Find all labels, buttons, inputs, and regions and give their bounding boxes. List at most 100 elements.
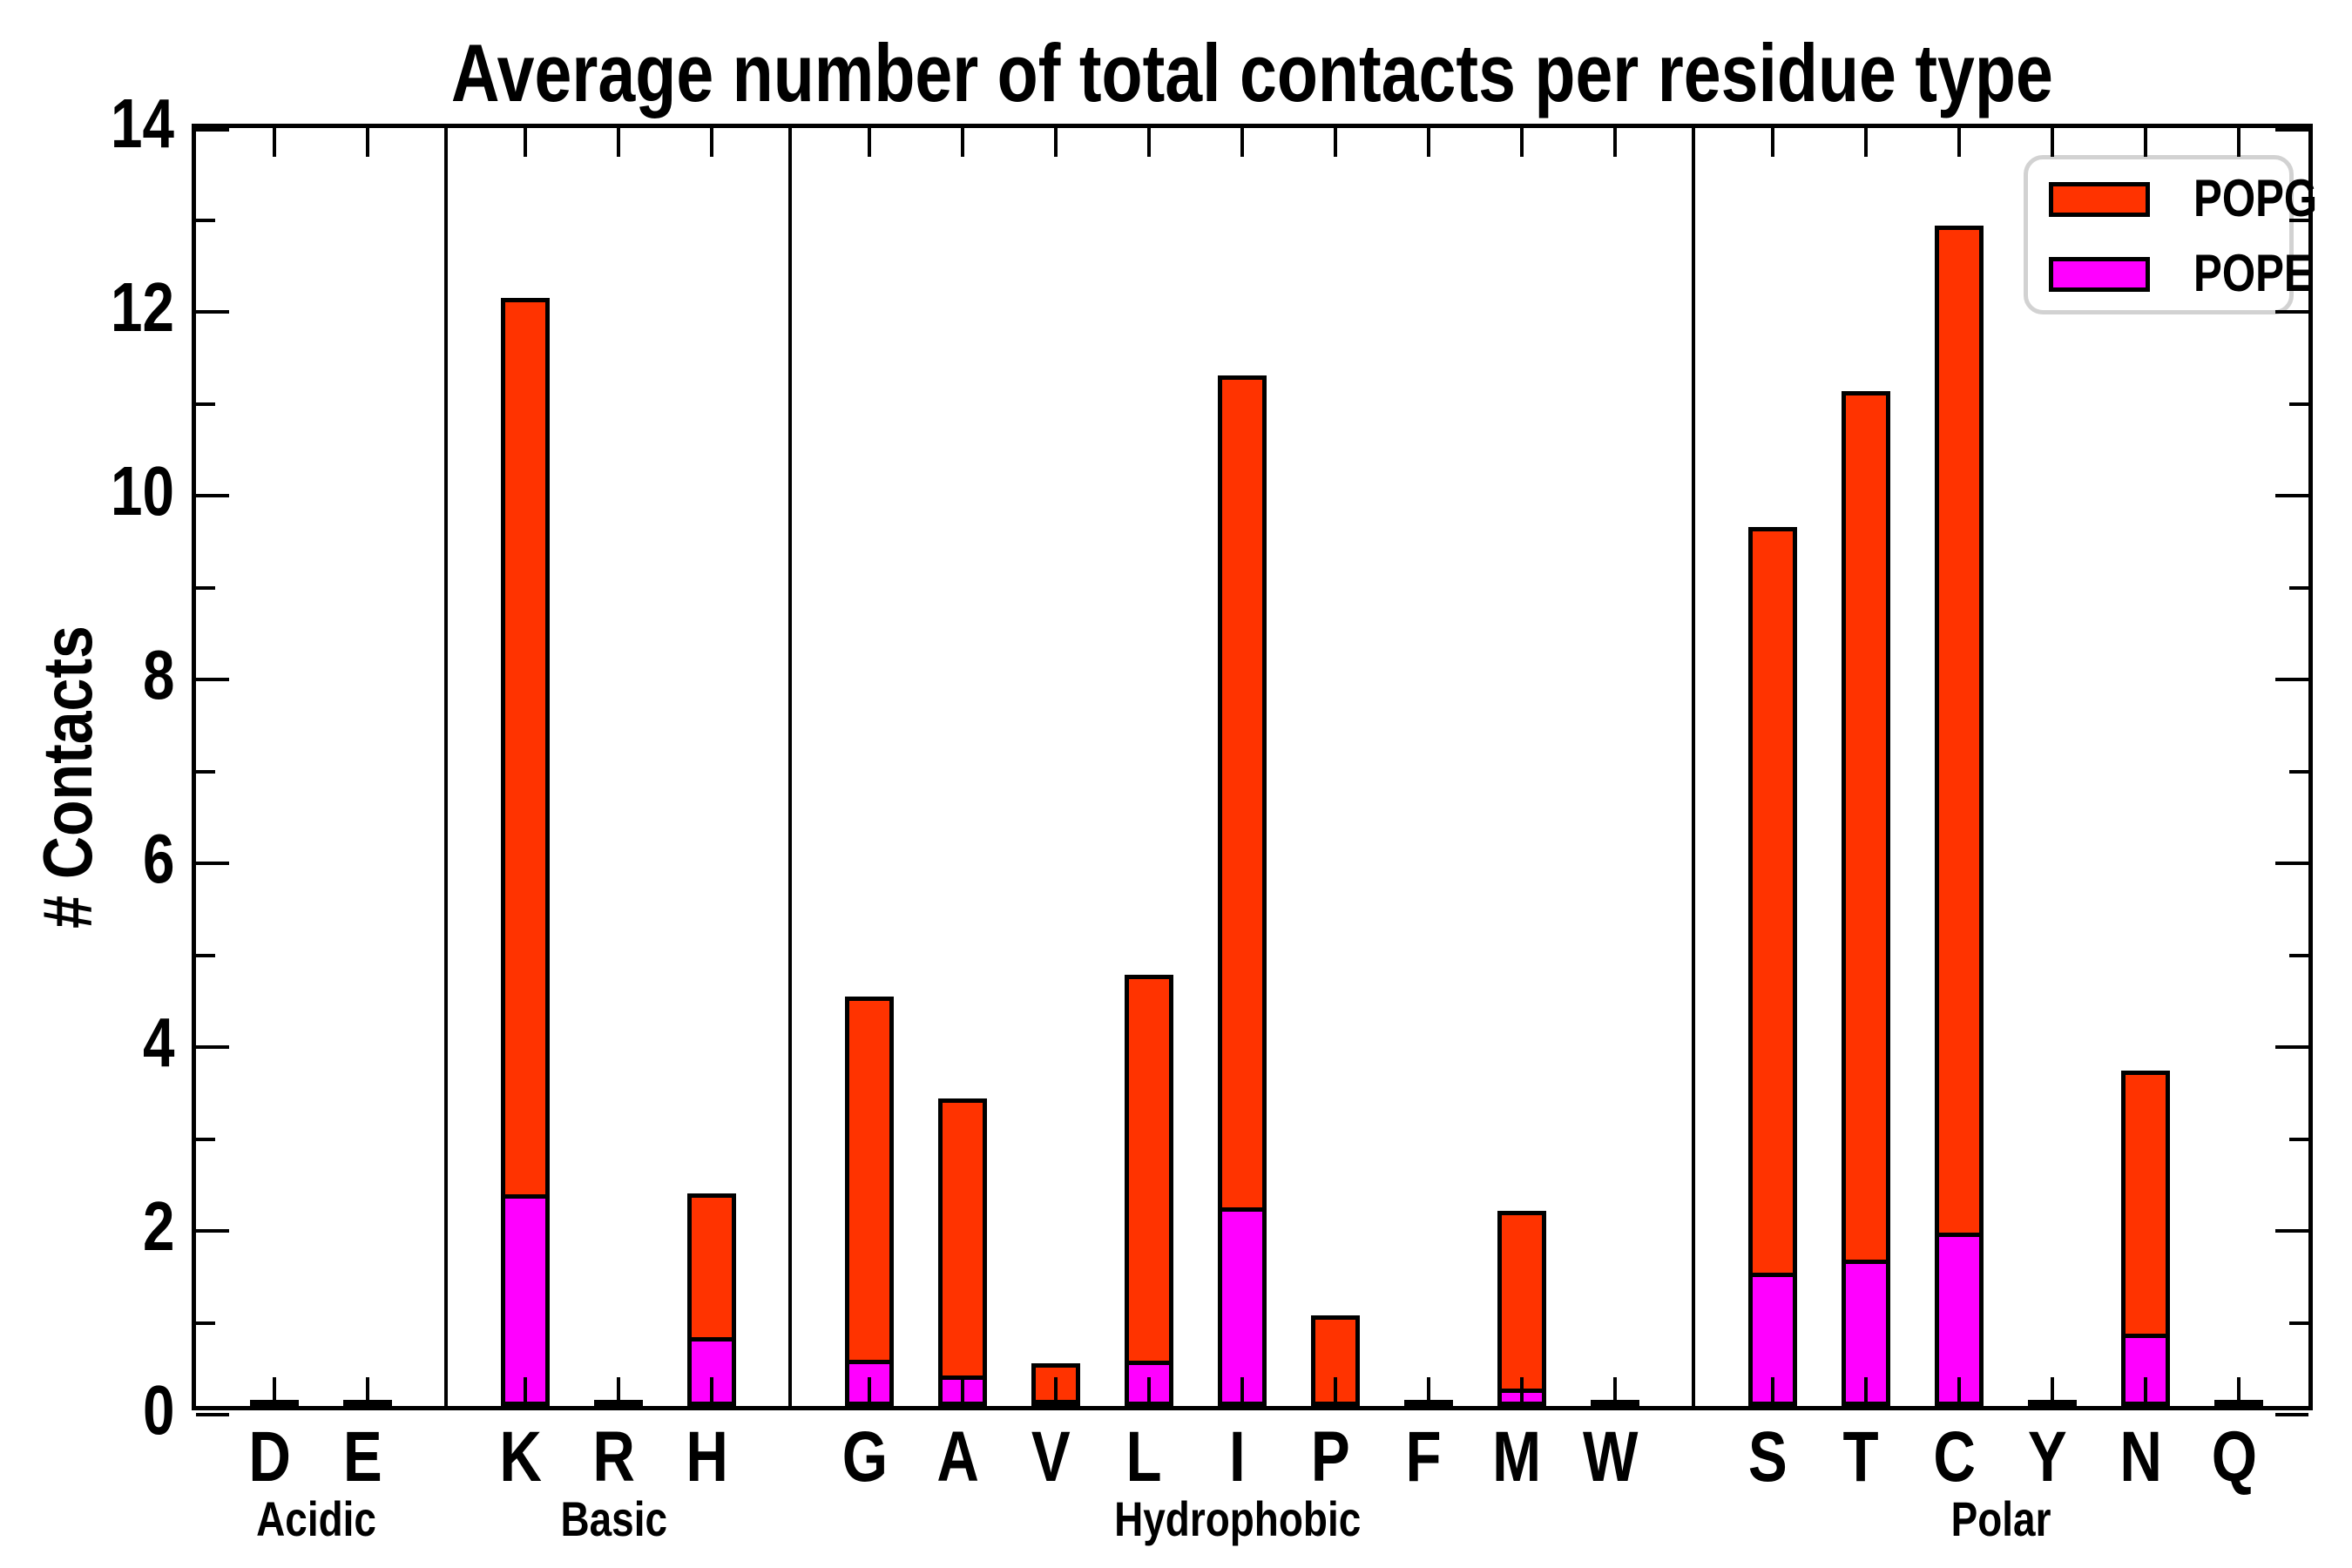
legend-label-popg: POPG xyxy=(2193,172,2344,225)
y-tick-minor-right xyxy=(2289,769,2308,774)
y-tick-major-right xyxy=(2275,1229,2308,1233)
legend-label-text: POPG xyxy=(2193,169,2318,227)
bar-N-popg xyxy=(2120,1071,2170,1338)
x-tick-top xyxy=(2143,128,2147,157)
x-tick-label-P: P xyxy=(1261,1422,1401,1493)
x-tick-label-text: L xyxy=(1125,1417,1163,1497)
y-tick-major-left xyxy=(196,1045,229,1049)
legend-row-popg: POPG xyxy=(2049,172,2317,225)
x-tick-bottom xyxy=(960,1377,964,1406)
bar-I-popg xyxy=(1217,375,1267,1212)
x-tick-label-M: M xyxy=(1448,1422,1587,1493)
x-tick-bottom xyxy=(523,1377,527,1406)
group-label-polar: Polar xyxy=(1783,1495,2219,1544)
group-separator xyxy=(444,128,448,1406)
x-tick-top xyxy=(365,128,369,157)
x-tick-label-text: M xyxy=(1492,1417,1542,1497)
x-tick-top xyxy=(1146,128,1151,157)
x-tick-label-F: F xyxy=(1355,1422,1494,1493)
y-tick-minor-right xyxy=(2289,402,2308,406)
y-tick-major-left xyxy=(196,1229,229,1233)
x-tick-label-E: E xyxy=(294,1422,433,1493)
y-tick-major-left xyxy=(196,128,229,132)
x-tick-label-K: K xyxy=(451,1422,591,1493)
y-tick-minor-right xyxy=(2289,953,2308,957)
x-tick-label-text: N xyxy=(2119,1417,2162,1497)
x-tick-top xyxy=(1957,128,1961,157)
bar-H-popg xyxy=(686,1193,736,1342)
x-tick-bottom xyxy=(1333,1377,1337,1406)
bar-T-popg xyxy=(1841,391,1890,1264)
x-tick-label-Y: Y xyxy=(1978,1422,2118,1493)
x-tick-top xyxy=(1612,128,1617,157)
x-tick-label-text: P xyxy=(1311,1417,1350,1497)
group-label-basic: Basic xyxy=(396,1495,832,1544)
group-label-text: Polar xyxy=(1950,1491,2051,1546)
x-tick-label-text: C xyxy=(1933,1417,1976,1497)
y-tick-major-right xyxy=(2275,494,2308,497)
x-tick-top xyxy=(1519,128,1524,157)
x-tick-label-text: W xyxy=(1582,1417,1639,1497)
x-tick-label-A: A xyxy=(889,1422,1028,1493)
bar-C-popg xyxy=(1934,226,1984,1237)
y-tick-major-left xyxy=(196,1413,229,1416)
x-tick-label-R: R xyxy=(544,1422,684,1493)
y-axis-label: # Contacts xyxy=(28,533,108,1022)
x-tick-bottom xyxy=(2050,1377,2054,1406)
bar-A-popg xyxy=(937,1098,987,1380)
y-tick-major-right xyxy=(2275,678,2308,681)
y-tick-major-left xyxy=(196,678,229,681)
x-tick-bottom xyxy=(1426,1377,1430,1406)
x-tick-label-N: N xyxy=(2072,1422,2211,1493)
x-tick-label-text: K xyxy=(499,1417,542,1497)
x-tick-label-text: H xyxy=(686,1417,728,1497)
x-tick-label-T: T xyxy=(1792,1422,1931,1493)
y-tick-minor-left xyxy=(196,402,215,406)
x-tick-bottom xyxy=(1770,1377,1774,1406)
x-tick-top xyxy=(1240,128,1244,157)
y-tick-minor-left xyxy=(196,1321,215,1325)
x-tick-bottom xyxy=(2143,1377,2147,1406)
legend-label-pope: POPE xyxy=(2193,247,2339,300)
x-tick-bottom xyxy=(1612,1377,1617,1406)
y-tick-minor-left xyxy=(196,769,215,774)
y-tick-major-left xyxy=(196,862,229,865)
y-tick-major-left xyxy=(196,310,229,314)
x-tick-top xyxy=(523,128,527,157)
x-tick-top xyxy=(1053,128,1058,157)
x-tick-label-S: S xyxy=(1699,1422,1838,1493)
y-tick-major-left xyxy=(196,494,229,497)
x-tick-label-text: E xyxy=(343,1417,382,1497)
x-tick-label-text: Q xyxy=(2211,1417,2257,1497)
x-tick-label-D: D xyxy=(200,1422,340,1493)
y-tick-minor-left xyxy=(196,218,215,222)
x-tick-label-Q: Q xyxy=(2165,1422,2304,1493)
bar-L-popg xyxy=(1124,975,1173,1365)
group-separator xyxy=(788,128,792,1406)
group-label-hydrophobic: Hydrophobic xyxy=(1020,1495,1456,1544)
x-tick-bottom xyxy=(272,1377,276,1406)
x-tick-top xyxy=(1863,128,1868,157)
y-tick-minor-right xyxy=(2289,585,2308,590)
x-tick-label-text: D xyxy=(248,1417,291,1497)
bar-K-popg xyxy=(500,298,550,1199)
x-tick-bottom xyxy=(709,1377,713,1406)
chart-title: Average number of total contacts per res… xyxy=(192,28,2313,118)
y-tick-minor-left xyxy=(196,585,215,590)
x-tick-label-text: A xyxy=(936,1417,979,1497)
x-tick-bottom xyxy=(867,1377,871,1406)
bar-G-popg xyxy=(844,997,894,1364)
y-tick-major-right xyxy=(2275,862,2308,865)
y-tick-major-right xyxy=(2275,128,2308,132)
bar-K-pope xyxy=(500,1194,550,1406)
y-tick-minor-left xyxy=(196,1137,215,1141)
y-tick-minor-right xyxy=(2289,1321,2308,1325)
x-tick-top xyxy=(1426,128,1430,157)
x-tick-top xyxy=(2050,128,2054,157)
x-tick-bottom xyxy=(1146,1377,1151,1406)
y-tick-minor-right xyxy=(2289,218,2308,222)
y-tick-major-right xyxy=(2275,310,2308,314)
x-tick-label-text: G xyxy=(841,1417,888,1497)
x-tick-top xyxy=(960,128,964,157)
